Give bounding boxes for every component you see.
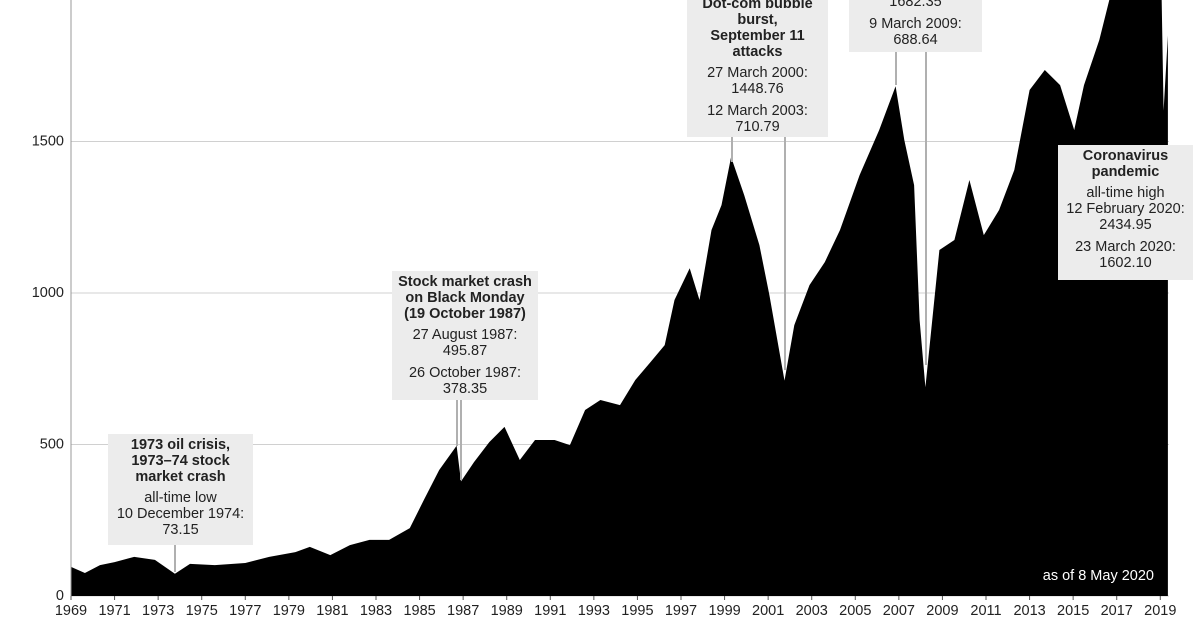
- annotation-text: 1602.10: [1099, 255, 1151, 271]
- note: as of 8 May 2020: [1043, 568, 1154, 584]
- annotation-text: 1448.76: [731, 81, 783, 97]
- x-tick-label: 2001: [752, 603, 784, 619]
- x-tick-label: 1975: [186, 603, 218, 619]
- y-tick-label: 1000: [32, 285, 64, 301]
- annotation-text: 12 March 2003:: [707, 103, 808, 119]
- annotation-box: [108, 434, 253, 545]
- annotation-heading: attacks: [733, 44, 783, 60]
- annotation-heading: pandemic: [1092, 164, 1160, 180]
- annotation-text: 2434.95: [1099, 217, 1151, 233]
- annotation-heading: market crash: [135, 469, 225, 485]
- annotation-heading: Stock market crash: [398, 274, 532, 290]
- annotation-text: 27 March 2000:: [707, 65, 808, 81]
- annotation-heading: Coronavirus: [1083, 148, 1168, 164]
- annotation-heading: on Black Monday: [405, 290, 524, 306]
- annotation-heading: (19 October 1987): [404, 306, 526, 322]
- x-tick-label: 1979: [273, 603, 305, 619]
- annotation-text: all-time high: [1086, 185, 1164, 201]
- x-tick-label: 2005: [839, 603, 871, 619]
- y-tick-label: 1500: [32, 133, 64, 149]
- x-tick-label: 2017: [1101, 603, 1133, 619]
- x-tick-label: 2007: [883, 603, 915, 619]
- annotation-heading: September 11: [710, 28, 804, 44]
- annotation-text: 26 October 1987:: [409, 365, 521, 381]
- annotation-heading: 1973 oil crisis,: [131, 437, 230, 453]
- annotation-text: 9 March 2009:: [869, 16, 962, 32]
- y-tick-label: 0: [56, 588, 64, 604]
- x-tick-label: 1991: [534, 603, 566, 619]
- annotation-box: [1058, 145, 1193, 280]
- annotation-text: 1682.35: [889, 0, 941, 10]
- x-tick-label: 1983: [360, 603, 392, 619]
- x-tick-label: 1987: [447, 603, 479, 619]
- x-tick-label: 2015: [1057, 603, 1089, 619]
- x-tick-label: 1999: [708, 603, 740, 619]
- x-tick-label: 1989: [491, 603, 523, 619]
- y-tick-label: 500: [40, 436, 64, 452]
- x-tick-label: 2009: [926, 603, 958, 619]
- annotation-text: 23 March 2020:: [1075, 239, 1176, 255]
- annotation-text: 495.87: [443, 343, 487, 359]
- annotation-text: 710.79: [735, 119, 779, 135]
- x-tick-label: 1981: [316, 603, 348, 619]
- x-tick-label: 1995: [621, 603, 653, 619]
- x-tick-label: 1973: [142, 603, 174, 619]
- area: [71, 0, 1168, 596]
- annotation-box: [687, 0, 828, 137]
- annotation-text: 688.64: [893, 32, 937, 48]
- annotation-box: [849, 0, 982, 52]
- x-tick-label: 1993: [578, 603, 610, 619]
- x-tick-label: 1977: [229, 603, 261, 619]
- annotation-text: 10 December 1974:: [117, 506, 244, 522]
- x-tick-label: 1971: [98, 603, 130, 619]
- annotation-text: 73.15: [162, 522, 198, 538]
- annotation-text: 12 February 2020:: [1066, 201, 1185, 217]
- annotation-heading: 1973–74 stock: [131, 453, 230, 469]
- x-tick-label: 2013: [1013, 603, 1045, 619]
- annotation-text: 27 August 1987:: [413, 327, 518, 343]
- annotation-box: [392, 271, 538, 400]
- x-tick-label: 1997: [665, 603, 697, 619]
- x-tick-label: 1969: [55, 603, 87, 619]
- x-tick-label: 1985: [403, 603, 435, 619]
- x-tick-label: 2011: [970, 603, 1001, 619]
- annotation-heading: burst,: [737, 12, 777, 28]
- annotation-text: 378.35: [443, 381, 487, 397]
- x-tick-label: 2003: [796, 603, 828, 619]
- annotation-text: all-time low: [144, 490, 217, 506]
- x-tick-label: 2019: [1144, 603, 1176, 619]
- annotation-heading: Dot-com bubble: [702, 0, 812, 12]
